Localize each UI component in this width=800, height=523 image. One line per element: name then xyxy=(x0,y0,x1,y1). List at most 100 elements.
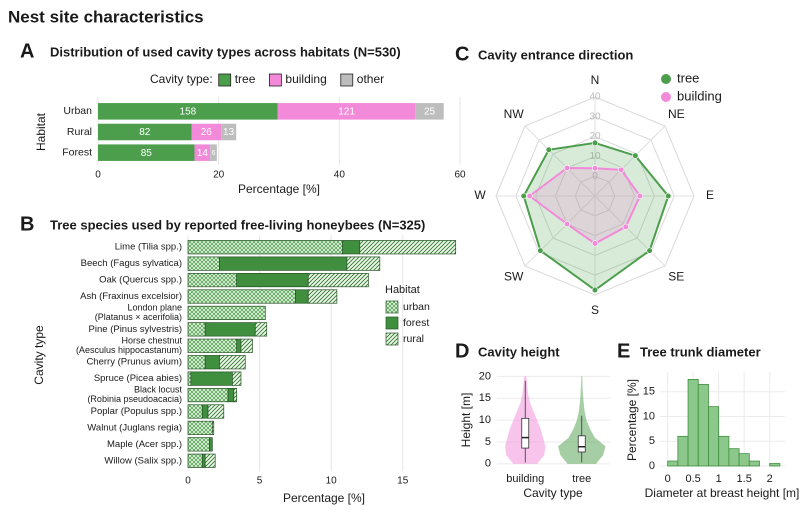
bar-segment xyxy=(187,322,206,337)
y-tick-label: 0 xyxy=(485,458,491,470)
bar-segment xyxy=(187,437,210,452)
y-tick-label: (Aesculus hippocastanum) xyxy=(76,345,182,355)
bar-segment xyxy=(207,404,225,419)
bar-segment xyxy=(254,322,268,337)
legend-label: tree xyxy=(677,70,699,85)
histogram-bar xyxy=(728,448,740,467)
radar-point xyxy=(537,247,544,254)
bar-segment xyxy=(187,289,296,304)
legend-label: other xyxy=(357,72,384,86)
x-tick-label: 15 xyxy=(397,476,409,487)
panel-letter: C xyxy=(455,43,469,65)
y-tick-label: (Platanus × acerifolia) xyxy=(95,312,182,322)
panel-letter: D xyxy=(455,340,469,362)
direction-label: NW xyxy=(504,107,525,121)
bar-segment xyxy=(307,289,338,304)
spoke xyxy=(594,125,666,197)
x-tick-label: 2 xyxy=(767,473,773,485)
histogram-bar xyxy=(667,460,679,467)
radar-point xyxy=(520,192,527,200)
y-tick-label: Spruce (Picea abies) xyxy=(94,373,182,384)
legend-swatch xyxy=(385,316,399,330)
y-tick-label: Maple (Acer spp.) xyxy=(107,439,182,450)
bar-segment xyxy=(187,338,238,353)
bar-segment xyxy=(187,404,203,419)
radar-point xyxy=(563,164,571,172)
legend-swatch xyxy=(340,73,354,87)
histogram-bar xyxy=(718,435,730,467)
bar-segment xyxy=(236,338,242,353)
bar-segment xyxy=(98,123,192,141)
histogram-bar xyxy=(697,383,709,467)
direction-label: NE xyxy=(668,107,685,121)
y-tick-label: Black locust xyxy=(134,385,183,395)
x-tick-label: 1.5 xyxy=(737,473,752,485)
panel-letter: B xyxy=(20,213,34,235)
bar-segment xyxy=(210,144,217,161)
x-tick-label: 40 xyxy=(334,170,346,181)
bar-segment xyxy=(194,144,211,161)
y-tick-label: Horse chestnut xyxy=(121,335,182,345)
bar-segment xyxy=(209,437,213,452)
x-tick-label: 0 xyxy=(95,170,101,181)
spoke xyxy=(524,125,596,197)
y-tick-label: Oak (Quercus spp.) xyxy=(99,275,182,286)
panel-title: Tree species used by reported free-livin… xyxy=(50,217,425,232)
data-label: 25 xyxy=(424,106,436,117)
x-tick-label: 10 xyxy=(326,476,338,487)
histogram-bar xyxy=(738,453,750,467)
panel-title: Cavity entrance direction xyxy=(478,47,633,62)
bar-segment xyxy=(219,256,348,271)
y-tick-label: London plane xyxy=(127,303,182,313)
y-tick-label: Cherry (Prunus avium) xyxy=(86,357,182,368)
direction-label: S xyxy=(591,303,599,317)
y-tick-label: 10 xyxy=(479,414,491,426)
panel-title: Distribution of used cavity types across… xyxy=(50,44,401,59)
data-label: 121 xyxy=(338,106,355,117)
panel-title: Cavity height xyxy=(478,344,560,359)
legend-title: Habitat xyxy=(385,284,420,296)
bar-segment xyxy=(201,404,209,419)
y-axis-label: Percentage [%] xyxy=(625,379,639,461)
radar-point xyxy=(526,192,533,200)
legend-swatch xyxy=(385,332,399,346)
histogram-bar xyxy=(687,379,699,467)
legend-title: Cavity type: xyxy=(150,72,213,86)
legend-label: forest xyxy=(403,317,429,329)
x-tick-label: 20 xyxy=(213,170,225,181)
y-tick-label: 5 xyxy=(649,435,655,447)
y-axis-label: Habitat xyxy=(34,112,48,151)
radar-point xyxy=(591,286,599,294)
y-tick-label: 5 xyxy=(485,436,491,448)
bar-segment xyxy=(236,272,309,288)
legend-swatch xyxy=(661,74,671,84)
bar-segment xyxy=(191,123,222,141)
violin-half xyxy=(525,376,546,464)
x-tick-label: 0.5 xyxy=(686,473,701,485)
radar-point xyxy=(632,152,639,159)
y-tick-label: 15 xyxy=(643,386,655,398)
x-tick-label: tree xyxy=(572,473,591,485)
panel-title: Tree trunk diameter xyxy=(640,344,761,359)
bar-segment xyxy=(187,387,229,403)
y-tick-label: Urban xyxy=(63,105,92,117)
bar-segment xyxy=(98,103,278,120)
radar-point xyxy=(646,247,653,254)
y-tick-label: Beech (Fagus sylvatica) xyxy=(81,258,182,269)
x-axis-label: Percentage [%] xyxy=(283,491,365,505)
histogram-bar xyxy=(677,435,689,467)
x-axis-label: Diameter at breast height [m] xyxy=(645,486,800,500)
x-tick-label: 0 xyxy=(185,476,191,487)
bar-segment xyxy=(187,256,220,271)
violin-half xyxy=(558,376,582,464)
panel-letter: E xyxy=(617,340,630,362)
radar-point xyxy=(545,146,552,153)
legend-label: building xyxy=(285,72,326,86)
legend-swatch xyxy=(661,92,671,102)
radar-point xyxy=(591,165,599,172)
figure-title: Nest site characteristics xyxy=(8,7,204,26)
bar-segment xyxy=(201,453,206,468)
radar-point xyxy=(622,223,629,230)
x-axis-label: Percentage [%] xyxy=(238,182,320,196)
bar-segment xyxy=(277,103,416,120)
